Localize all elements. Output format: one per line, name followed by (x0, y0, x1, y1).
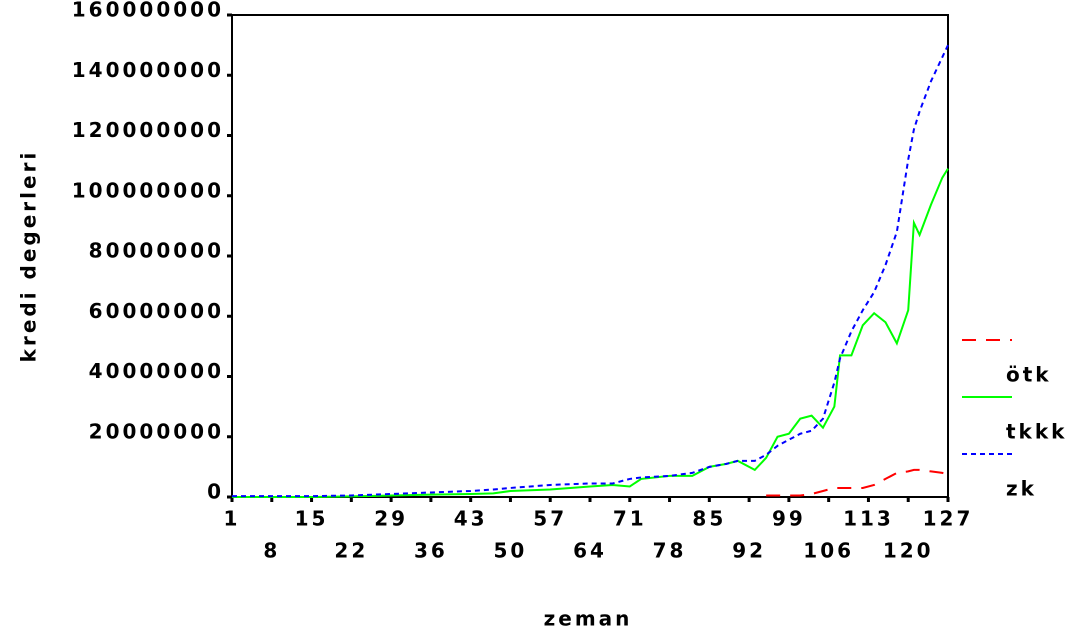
y-tick-label: 40000000 (89, 359, 224, 383)
y-tick-label: 160000000 (72, 0, 224, 22)
y-tick-label: 80000000 (89, 239, 224, 263)
x-tick-label: 71 (613, 507, 647, 531)
x-tick-label: 29 (374, 507, 408, 531)
x-tick-label: 64 (573, 539, 607, 563)
x-tick-label: 43 (454, 507, 488, 531)
x-tick-label: 15 (295, 507, 329, 531)
x-tick-label: 57 (533, 507, 567, 531)
x-tick-label: 99 (772, 507, 806, 531)
y-tick-label: 0 (207, 480, 224, 504)
x-tick-label: 113 (843, 507, 894, 531)
x-tick-label: 92 (732, 539, 766, 563)
x-tick-label: 78 (653, 539, 687, 563)
plot-frame (231, 14, 949, 498)
y-tick-label: 20000000 (89, 419, 224, 443)
x-tick-label: 8 (263, 539, 280, 563)
y-tick-label: 100000000 (72, 178, 224, 202)
series-line (232, 168, 949, 498)
x-axis-label: zeman (544, 607, 633, 631)
legend-label: tkkk (1006, 420, 1067, 444)
x-tick-label: 36 (414, 539, 448, 563)
x-tick-label: 85 (692, 507, 726, 531)
series-line (232, 44, 949, 498)
y-axis-label: kredi degerleri (17, 150, 41, 363)
x-tick-label: 106 (803, 539, 854, 563)
legend-label: zk (1006, 477, 1037, 501)
x-tick-label: 127 (923, 507, 974, 531)
y-tick-label: 60000000 (89, 299, 224, 323)
x-tick-label: 120 (883, 539, 934, 563)
series-line (766, 468, 949, 497)
legend-label: ötk (1006, 363, 1052, 387)
x-tick-label: 50 (494, 539, 528, 563)
x-tick-label: 1 (224, 507, 241, 531)
y-tick-label: 140000000 (72, 58, 224, 82)
y-tick-label: 120000000 (72, 118, 224, 142)
x-tick-label: 22 (334, 539, 368, 563)
